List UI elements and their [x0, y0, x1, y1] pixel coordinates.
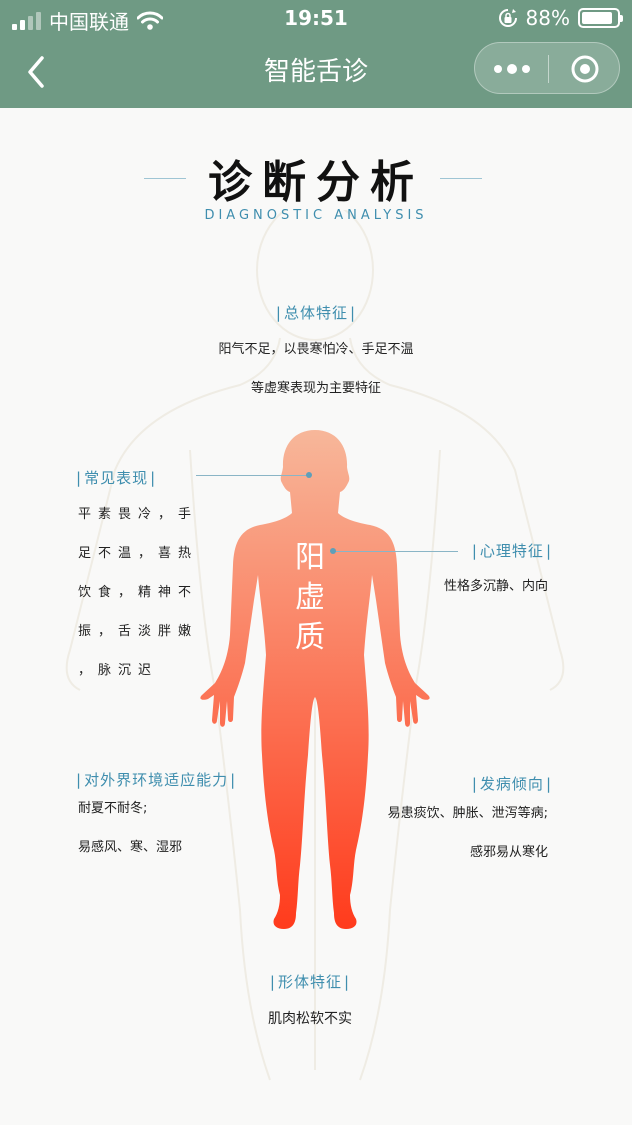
leader-line-psychology	[334, 551, 458, 552]
status-bar: 中国联通 19:51 88%	[0, 0, 632, 36]
target-circle-icon	[571, 55, 599, 83]
heading-title: 诊断分析	[208, 157, 424, 208]
more-dot-center	[506, 64, 517, 74]
section-text-disease: 易患痰饮、肿胀、泄泻等病; 感邪易从寒化	[388, 794, 548, 872]
battery-percent: 88%	[525, 6, 570, 30]
section-text-body-shape: 肌肉松软不实	[0, 1000, 620, 1039]
common-line-2: 足不温，喜热	[78, 546, 199, 561]
leader-dot-common	[306, 472, 312, 478]
section-text-common: 平素畏冷，手 足不温，喜热 饮食，精神不 振，舌淡胖嫩 ，脉沉迟	[78, 495, 198, 690]
signal-icon	[12, 11, 41, 30]
back-chevron-icon[interactable]	[22, 54, 52, 90]
body-shape-line-1: 肌肉松软不实	[268, 1011, 352, 1027]
app-header: 中国联通 19:51 88% 智能舌诊	[0, 0, 632, 108]
section-title-common: 常见表现	[74, 467, 158, 488]
section-title-psychology: 心理特征	[470, 540, 554, 561]
common-line-3: 饮食，精神不	[78, 585, 199, 600]
overall-line-2: 等虚寒表现为主要特征	[250, 381, 381, 396]
body-figure	[200, 430, 430, 929]
common-line-1: 平素畏冷，手	[78, 507, 199, 522]
section-text-psychology: 性格多沉静、内向	[444, 567, 548, 606]
disease-line-1: 易患痰饮、肿胀、泄泻等病;	[387, 806, 548, 821]
section-title-body-shape: 形体特征	[0, 971, 620, 992]
adaptability-line-1: 耐夏不耐冬;	[78, 801, 148, 816]
disease-line-2: 感邪易从寒化	[469, 845, 548, 860]
section-text-overall: 阳气不足，以畏寒怕冷、手足不温 等虚寒表现为主要特征	[0, 330, 632, 408]
navigation-bar: 智能舌诊	[0, 36, 632, 108]
more-button[interactable]	[475, 43, 548, 95]
common-line-4: 振，舌淡胖嫩	[78, 624, 199, 639]
constitution-char-3: 质	[295, 620, 325, 655]
overall-line-1: 阳气不足，以畏寒怕冷、手足不温	[218, 342, 414, 357]
constitution-char-2: 虚	[295, 580, 325, 615]
wifi-icon	[137, 11, 163, 30]
close-mini-program-button[interactable]	[549, 43, 621, 95]
more-dot-right	[521, 65, 530, 73]
leader-dot-psychology	[330, 548, 336, 554]
section-title-overall: 总体特征	[0, 302, 632, 323]
page-title: 智能舌诊	[263, 57, 368, 87]
capsule-divider	[548, 55, 549, 83]
carrier-label: 中国联通	[49, 10, 129, 34]
heading-subtitle: DIAGNOSTIC ANALYSIS	[204, 208, 428, 223]
constitution-label: 阳 虚 质	[290, 538, 330, 658]
common-line-5: ，脉沉迟	[78, 663, 159, 678]
heading-divider-right	[440, 178, 482, 179]
adaptability-line-2: 易感风、寒、湿邪	[78, 840, 183, 855]
rotation-lock-icon	[498, 9, 517, 27]
psychology-line-1: 性格多沉静、内向	[443, 579, 548, 594]
constitution-char-1: 阳	[295, 540, 325, 575]
more-dots-icon	[493, 65, 502, 73]
section-text-adaptability: 耐夏不耐冬; 易感风、寒、湿邪	[78, 789, 182, 867]
status-time: 19:51	[284, 6, 348, 30]
section-title-disease: 发病倾向	[470, 773, 554, 794]
heading-divider-left	[144, 178, 186, 179]
battery-icon	[578, 8, 623, 28]
section-title-adaptability: 对外界环境适应能力	[74, 769, 238, 790]
leader-line-common	[196, 475, 308, 476]
diagnosis-heading: 诊断分析 DIAGNOSTIC ANALYSIS	[0, 140, 632, 230]
mini-program-capsule	[474, 42, 620, 94]
